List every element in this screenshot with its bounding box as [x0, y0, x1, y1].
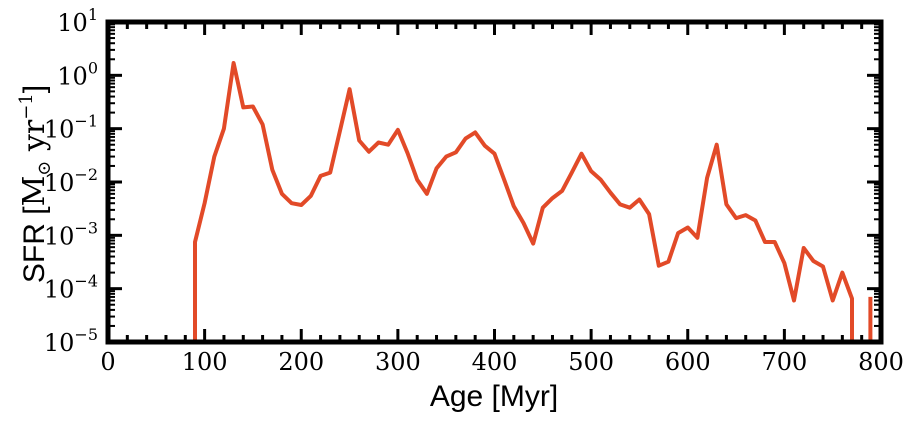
y-axis-title-suffix: ] — [18, 85, 51, 93]
x-axis-title: Age [Myr] — [430, 380, 558, 413]
y-tick-label: 10−4 — [44, 272, 98, 304]
y-axis-title-prefix: SFR [ — [18, 206, 51, 283]
plot-frame — [105, 19, 884, 345]
plot-area — [193, 61, 873, 342]
axis-ticks — [106, 20, 883, 344]
x-tick-label: 800 — [858, 348, 904, 376]
y-axis-title-unit-rest: yr — [17, 119, 52, 160]
y-tick-label: 10−5 — [44, 325, 98, 357]
x-tick-label: 400 — [472, 348, 518, 376]
x-tick-label: 600 — [665, 348, 711, 376]
y-axis-title: SFR [M⊙ yr−1] — [16, 85, 55, 283]
y-tick-label: 10−1 — [44, 112, 98, 144]
x-tick-label: 100 — [182, 348, 228, 376]
y-tick-label: 10−2 — [44, 165, 98, 197]
x-tick-label: 200 — [278, 348, 324, 376]
y-tick-label: 100 — [57, 58, 98, 90]
sfr-series-line — [193, 61, 854, 342]
x-tick-label: 500 — [568, 348, 614, 376]
y-axis-title-unit-main: M — [17, 176, 52, 207]
y-axis-title-unit-exp: −1 — [16, 93, 37, 120]
x-tick-label: 700 — [761, 348, 807, 376]
x-tick-label: 0 — [100, 348, 115, 376]
y-tick-label: 10−3 — [44, 218, 98, 250]
x-tick-labels: 0 100 200 300 400 500 600 700 800 — [100, 348, 904, 376]
y-axis-title-unit-sub: ⊙ — [34, 161, 55, 176]
x-tick-label: 300 — [375, 348, 421, 376]
y-tick-label: 101 — [57, 5, 98, 37]
y-tick-labels: 10−5 10−4 10−3 10−2 10−1 100 101 — [44, 5, 98, 357]
